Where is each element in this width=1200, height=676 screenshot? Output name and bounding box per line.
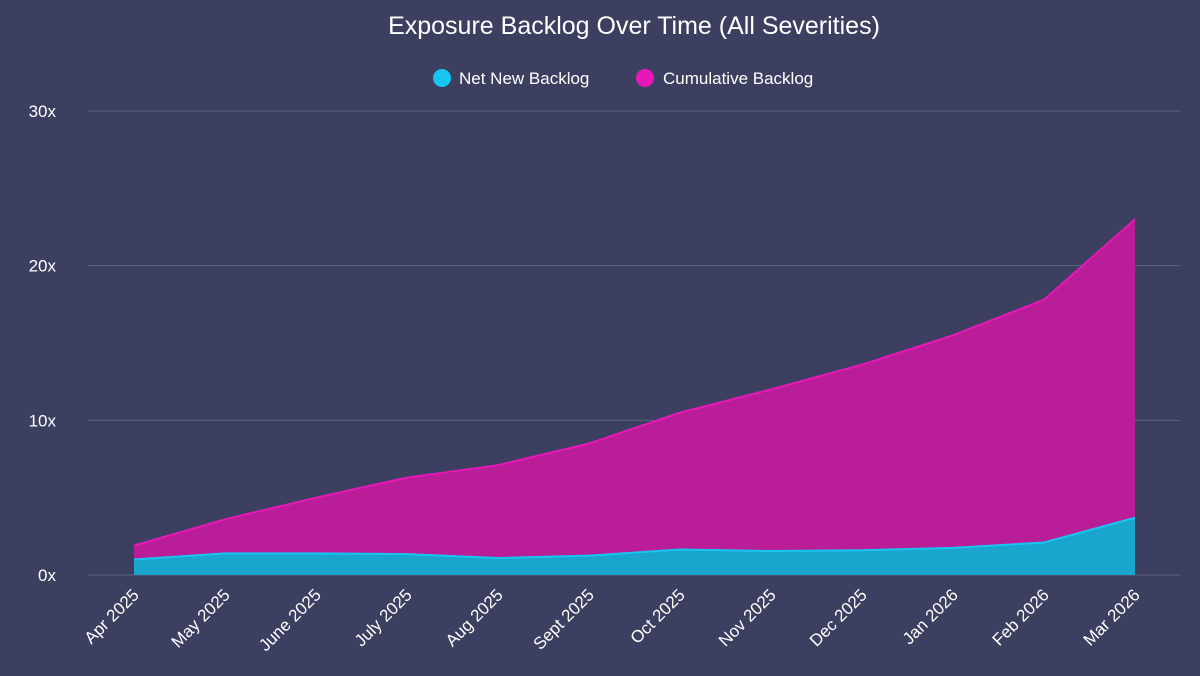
- y-axis: 0x 10x 20x 30x: [29, 102, 57, 585]
- legend-label-net-new-backlog[interactable]: Net New Backlog: [459, 69, 589, 88]
- legend-marker-cumulative-backlog[interactable]: [636, 69, 654, 87]
- y-tick-label: 20x: [29, 257, 57, 276]
- x-tick-label: Dec 2025: [806, 585, 871, 650]
- x-tick-label: Mar 2026: [1080, 585, 1144, 649]
- x-tick-label: Jan 2026: [899, 585, 962, 648]
- cumulative-backlog-area[interactable]: [134, 219, 1135, 575]
- x-tick-label: Sept 2025: [530, 585, 598, 653]
- x-tick-label: Feb 2026: [989, 585, 1053, 649]
- legend-label-cumulative-backlog[interactable]: Cumulative Backlog: [663, 69, 813, 88]
- plot-area: [133, 218, 1136, 575]
- x-tick-label: June 2025: [255, 585, 325, 655]
- y-tick-label: 10x: [29, 411, 57, 430]
- chart-title: Exposure Backlog Over Time (All Severiti…: [388, 12, 880, 40]
- legend: Net New Backlog Cumulative Backlog: [433, 69, 813, 88]
- net-new-backlog-area[interactable]: [134, 517, 1135, 575]
- cumulative-backlog-line[interactable]: [133, 218, 1136, 547]
- x-tick-label: May 2025: [168, 585, 234, 651]
- y-tick-label: 30x: [29, 102, 57, 121]
- x-tick-label: Apr 2025: [81, 585, 143, 647]
- legend-marker-net-new-backlog[interactable]: [433, 69, 451, 87]
- x-tick-label: Aug 2025: [442, 585, 507, 650]
- net-new-backlog-line[interactable]: [133, 516, 1136, 561]
- x-tick-label: July 2025: [351, 585, 416, 650]
- x-axis: Apr 2025 May 2025 June 2025 July 2025 Aug 20…: [81, 585, 1144, 655]
- x-tick-label: Oct 2025: [627, 585, 689, 647]
- y-tick-label: 0x: [38, 566, 56, 585]
- x-tick-label: Nov 2025: [715, 585, 780, 650]
